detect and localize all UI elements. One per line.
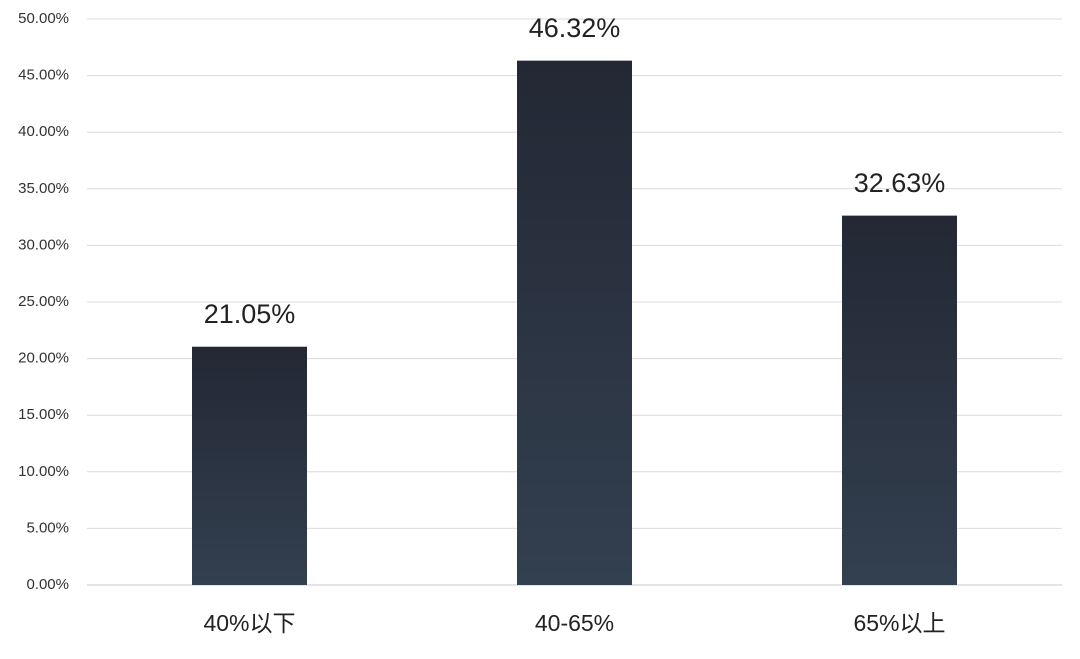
bar	[517, 60, 632, 586]
x-tick-label: 40%以下	[203, 610, 295, 636]
y-tick-label: 30.00%	[18, 236, 69, 253]
y-tick-label: 15.00%	[18, 406, 69, 423]
y-tick-label: 10.00%	[18, 463, 69, 480]
y-tick-label: 5.00%	[26, 519, 69, 536]
y-tick-label: 45.00%	[18, 67, 69, 84]
y-tick-label: 25.00%	[18, 293, 69, 310]
y-tick-label: 40.00%	[18, 123, 69, 140]
y-tick-label: 0.00%	[26, 576, 69, 593]
value-label: 21.05%	[204, 299, 296, 329]
bar	[842, 215, 957, 585]
bar	[192, 346, 307, 585]
value-label: 46.32%	[529, 13, 621, 43]
y-tick-label: 20.00%	[18, 350, 69, 367]
y-tick-label: 35.00%	[18, 180, 69, 197]
x-tick-label: 65%以上	[853, 610, 945, 636]
y-tick-label: 50.00%	[18, 10, 69, 27]
x-tick-label: 40-65%	[535, 610, 614, 636]
value-label: 32.63%	[854, 168, 946, 198]
